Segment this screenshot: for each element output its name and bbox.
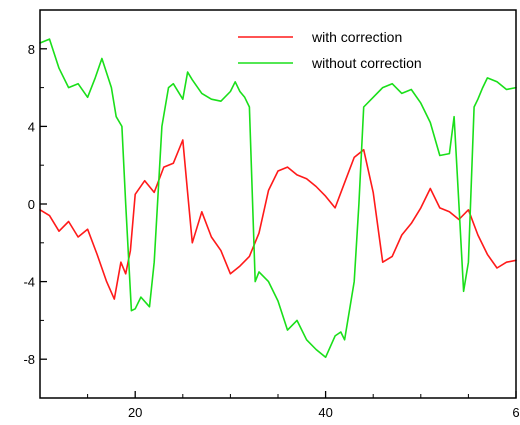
legend: with correction without correction	[238, 29, 422, 71]
y-tick-label: 8	[28, 42, 35, 57]
series-layer	[39, 38, 517, 359]
x-tick-label: 6	[512, 405, 519, 420]
x-tick-label: 20	[128, 405, 142, 420]
plot-frame	[39, 9, 517, 399]
legend-label-without-correction: without correction	[311, 55, 422, 71]
axes	[39, 9, 517, 399]
y-tick-label: 0	[28, 197, 35, 212]
series-line-without-correction	[39, 38, 517, 359]
legend-label-with-correction: with correction	[311, 29, 402, 45]
series-line-with-correction	[39, 139, 517, 300]
x-tick-label: 40	[318, 405, 332, 420]
y-tick-label: -8	[23, 352, 35, 367]
ticks: 840-4-820 40 6	[23, 9, 520, 420]
y-tick-label: 4	[28, 119, 35, 134]
y-tick-label: -4	[23, 275, 35, 290]
